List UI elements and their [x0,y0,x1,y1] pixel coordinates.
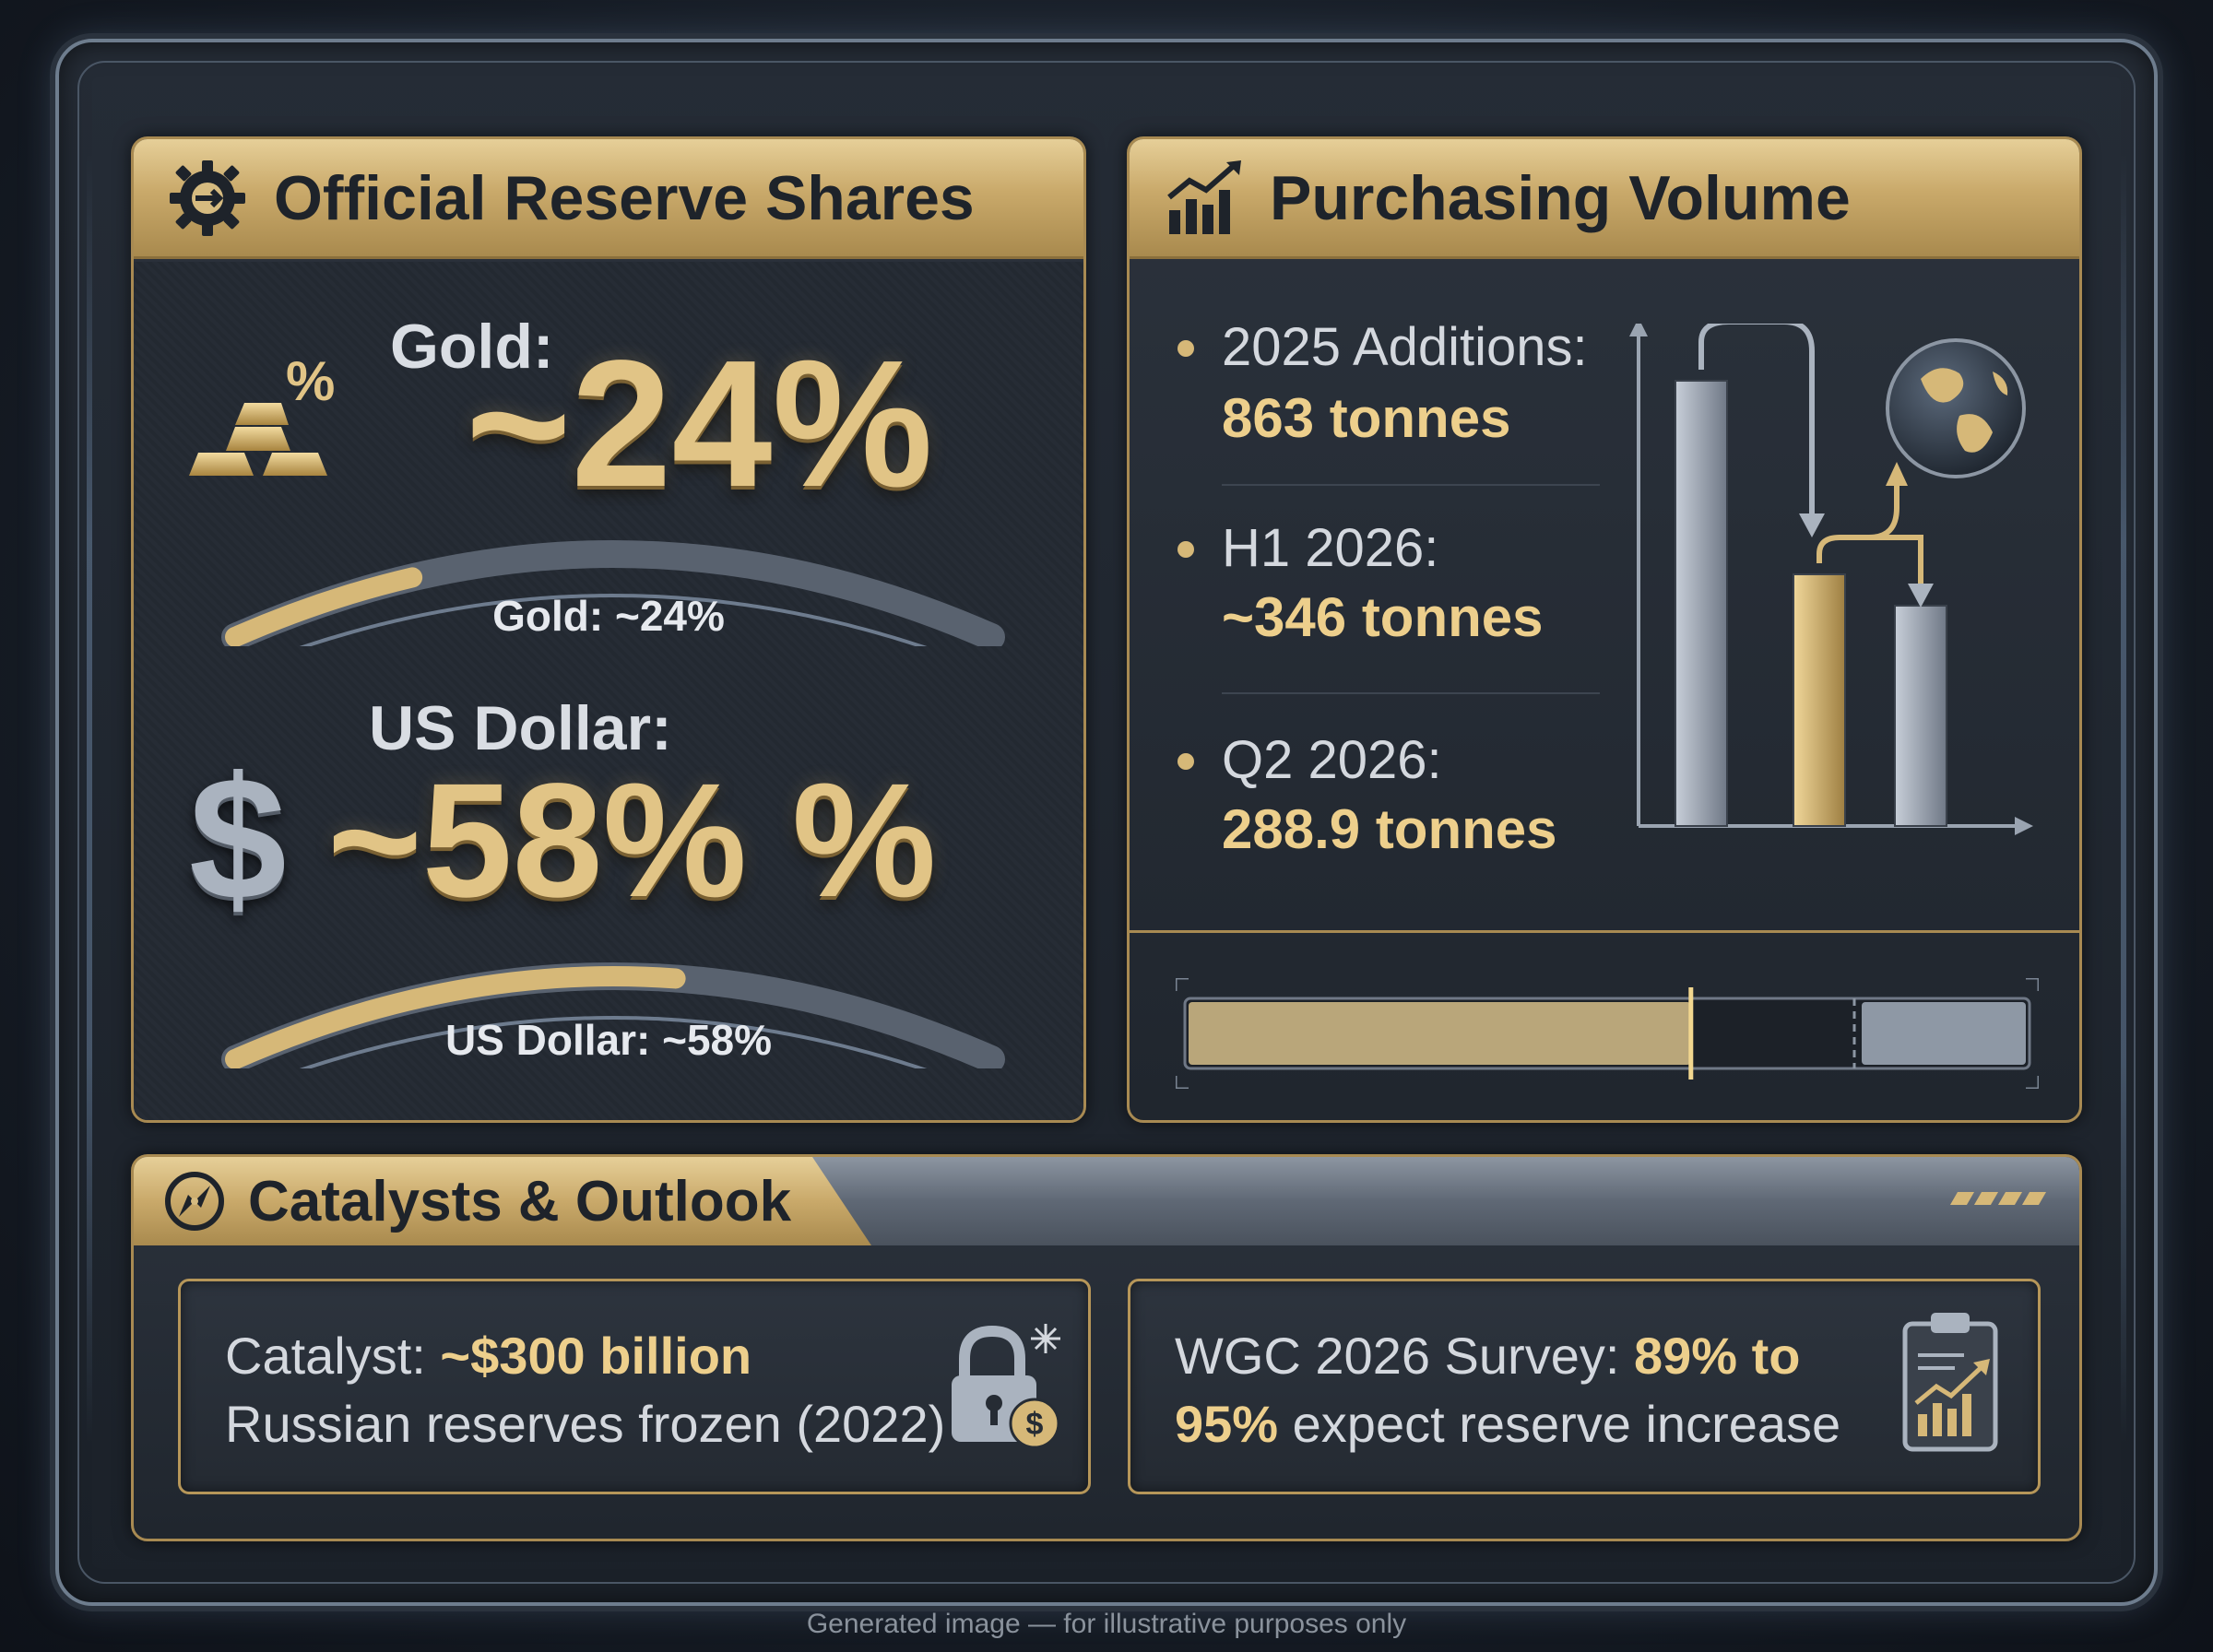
percent-icon: % [286,350,336,412]
svg-text:$: $ [1026,1407,1044,1442]
usd-share-arc [221,962,1005,1068]
survey-range-start: 89% to [1633,1327,1801,1385]
catalyst-detail: Russian reserves frozen (2022) [225,1395,946,1453]
survey-text: WGC 2026 Survey: 89% to 95% expect reser… [1175,1322,1840,1458]
gold-bars-icon [180,360,346,490]
bullet-icon [1178,753,1194,770]
catalysts-header: Catalysts & Outlook [134,1157,871,1245]
usd-share-value: ~58% % [327,750,937,931]
header-accent-icon [1949,1192,2047,1205]
dollar-symbol: $ [189,741,287,937]
stat-divider [1222,692,1600,694]
purchasing-volume-title: Purchasing Volume [1270,162,1851,233]
edge-glow [87,153,92,1444]
purchasing-volume-header: Purchasing Volume [1130,139,2079,259]
gold-share-arc [221,540,1005,646]
stat-divider [1222,484,1600,486]
bullet-icon [1178,340,1194,357]
stat-label-q2-2026: Q2 2026: [1222,730,1442,790]
frozen-lock-icon: $ [939,1318,1068,1457]
bar-chart-trend-icon [1157,152,1249,244]
edge-glow [2121,153,2126,1444]
clipboard-chart-icon [1899,1307,2001,1455]
footer-disclaimer: Generated image — for illustrative purpo… [806,1609,1407,1639]
volume-bars-illustration [1629,324,2033,835]
stat-value-h1-2026: ~346 tonnes [1222,586,1544,648]
usd-arc-label: US Dollar: ~58% [444,1016,773,1064]
catalyst-amount: ~$300 billion [440,1327,752,1385]
catalyst-prefix: Catalyst: [225,1327,441,1385]
stat-label-h1-2026: H1 2026: [1222,518,1439,578]
compass-icon [161,1168,228,1234]
stat-value-2025: 863 tonnes [1222,387,1511,449]
survey-prefix: WGC 2026 Survey: [1175,1327,1634,1385]
stat-label-2025: 2025 Additions: [1222,317,1588,377]
purchasing-progress-bar [1174,976,2041,1091]
frame-inner-border [77,61,2136,1584]
catalysts-outlook-panel: Catalysts & Outlook Catalyst: ~$300 bill… [131,1154,2082,1541]
survey-card: WGC 2026 Survey: 89% to 95% expect reser… [1128,1279,2041,1494]
progress-divider [1130,930,2079,933]
catalysts-title: Catalysts & Outlook [248,1169,792,1233]
gold-arc-label: Gold: ~24% [492,592,725,640]
survey-suffix: expect reserve increase [1278,1395,1841,1453]
gold-label: Gold: [390,312,554,382]
reserve-shares-panel: Official Reserve Shares % Gold: ~24% Gol… [131,136,1086,1123]
reserve-shares-header: Official Reserve Shares [134,139,1083,259]
stat-value-q2-2026: 288.9 tonnes [1222,798,1557,860]
catalyst-text: Catalyst: ~$300 billion Russian reserves… [225,1322,945,1458]
gear-arrow-icon [161,152,254,244]
bullet-icon [1178,541,1194,558]
usd-label: US Dollar: [369,693,672,763]
purchasing-volume-panel: Purchasing Volume 2025 Additions: 863 to… [1127,136,2082,1123]
catalyst-card: Catalyst: ~$300 billion Russian reserves… [178,1279,1091,1494]
survey-range-end: 95% [1175,1395,1279,1453]
gold-share-value: ~24% [466,323,933,525]
reserve-shares-title: Official Reserve Shares [274,162,975,233]
